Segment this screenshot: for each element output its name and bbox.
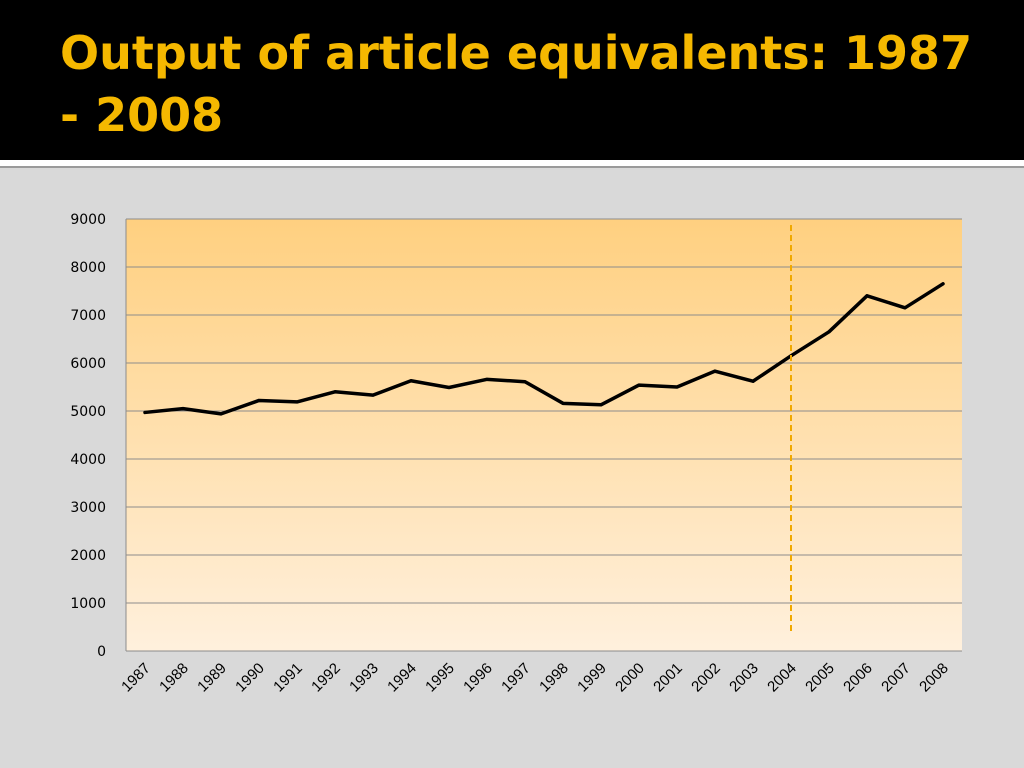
y-tick-label: 3000	[70, 500, 106, 516]
x-tick-label: 1990	[232, 660, 268, 696]
x-tick-label: 2000	[612, 660, 648, 696]
data-point	[371, 393, 375, 397]
data-point	[675, 385, 679, 389]
data-point	[219, 412, 223, 416]
y-tick-label: 0	[97, 644, 106, 660]
x-tick-label: 1997	[498, 660, 534, 696]
data-point	[903, 306, 907, 310]
title-divider	[0, 160, 1024, 168]
x-tick-label: 1987	[118, 660, 154, 696]
data-point	[409, 379, 413, 383]
y-tick-label: 9000	[70, 212, 106, 228]
data-point	[561, 401, 565, 405]
data-point	[713, 369, 717, 373]
x-tick-label: 2002	[688, 660, 724, 696]
y-tick-label: 7000	[70, 308, 106, 324]
x-tick-label: 2007	[878, 660, 914, 696]
data-point	[599, 403, 603, 407]
x-tick-label: 1992	[308, 660, 344, 696]
data-point	[143, 410, 147, 414]
x-tick-label: 2003	[726, 660, 762, 696]
series-line	[143, 282, 945, 416]
x-tick-label: 1988	[156, 660, 192, 696]
y-tick-label: 8000	[70, 260, 106, 276]
x-tick-label: 1996	[460, 660, 496, 696]
x-tick-label: 1989	[194, 660, 230, 696]
y-tick-label: 5000	[70, 404, 106, 420]
data-point	[257, 398, 261, 402]
data-point	[447, 385, 451, 389]
plot-area	[126, 219, 962, 651]
y-tick-label: 4000	[70, 452, 106, 468]
data-point	[865, 294, 869, 298]
slide-title: Output of article equivalents: 1987 - 20…	[60, 26, 973, 142]
y-tick-label: 2000	[70, 548, 106, 564]
x-tick-label: 2001	[650, 660, 686, 696]
title-bar: Output of article equivalents: 1987 - 20…	[0, 0, 1024, 160]
x-tick-label: 2006	[840, 660, 876, 696]
x-tick-label: 2008	[916, 660, 952, 696]
data-point	[941, 282, 945, 286]
x-tick-label: 1994	[384, 660, 420, 696]
y-tick-label: 6000	[70, 356, 106, 372]
y-tick-label: 1000	[70, 596, 106, 612]
data-point	[485, 377, 489, 381]
data-point	[751, 379, 755, 383]
x-tick-label: 1995	[422, 660, 458, 696]
x-tick-label: 1993	[346, 660, 382, 696]
x-tick-label: 1998	[536, 660, 572, 696]
data-point	[637, 383, 641, 387]
x-tick-label: 1991	[270, 660, 306, 696]
x-tick-label: 2004	[764, 660, 800, 696]
data-point	[181, 407, 185, 411]
x-tick-label: 1999	[574, 660, 610, 696]
data-point	[295, 400, 299, 404]
x-tick-label: 2005	[802, 660, 838, 696]
data-point	[523, 380, 527, 384]
data-point	[827, 330, 831, 334]
data-point	[333, 390, 337, 394]
